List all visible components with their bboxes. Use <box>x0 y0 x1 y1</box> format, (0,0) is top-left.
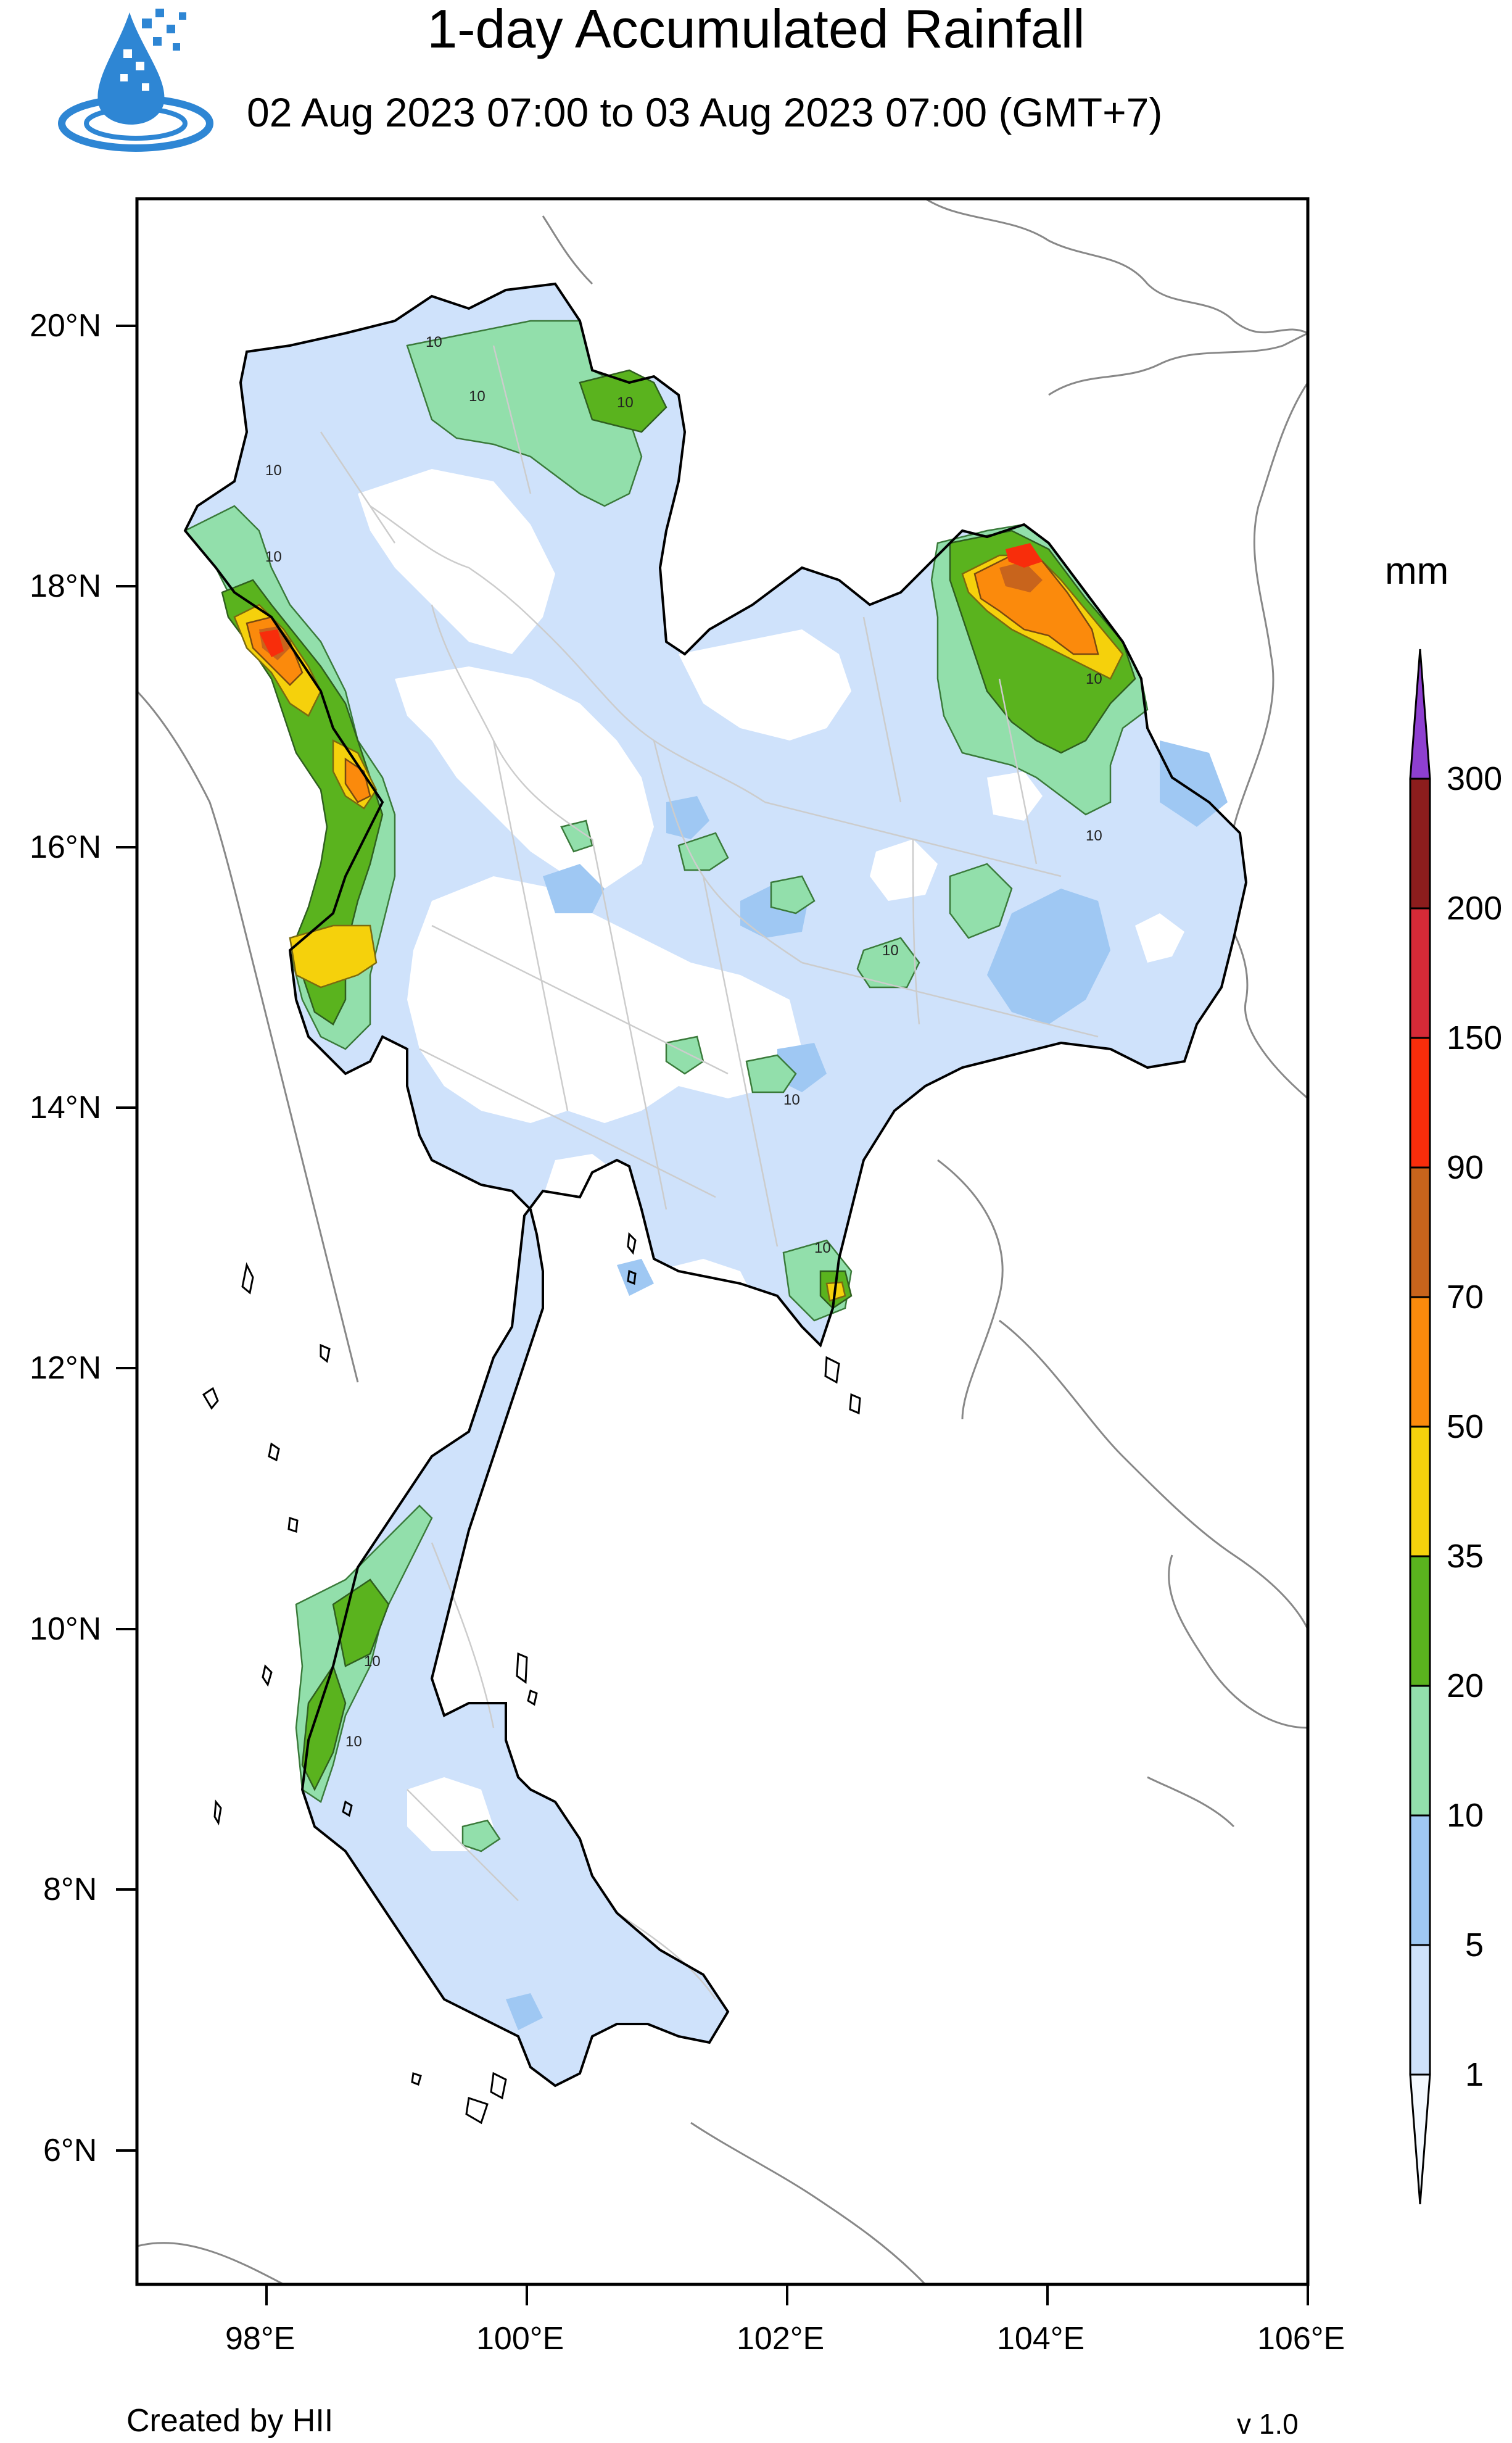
lat-label: 14°N <box>30 1090 102 1126</box>
contour-label: 10 <box>1086 827 1102 844</box>
lon-label: 100°E <box>476 2321 564 2357</box>
lat-label: 10°N <box>30 1611 102 1647</box>
lat-label: 12°N <box>30 1350 102 1386</box>
province-boundaries <box>320 345 1099 2000</box>
neighbor-borders <box>137 199 1308 2284</box>
contour-label: 10 <box>265 549 282 565</box>
lon-label: 106°E <box>1257 2321 1345 2357</box>
colorbar-label: 200 <box>1447 890 1503 927</box>
version-text: v 1.0 <box>1237 2408 1299 2440</box>
water-drop-icon <box>58 9 213 152</box>
contour-label: 10 <box>364 1653 381 1670</box>
colorbar-label: 1 <box>1465 2056 1484 2093</box>
contour-label: 10 <box>469 388 485 405</box>
thailand-rain-base <box>185 284 1246 2086</box>
colorbar-label: 300 <box>1447 760 1503 797</box>
contour-label: 10 <box>426 334 442 350</box>
lon-label: 98°E <box>225 2321 295 2357</box>
contour-label: 10 <box>814 1240 831 1256</box>
lon-label: 102°E <box>737 2321 825 2357</box>
colorbar-label: 10 <box>1447 1797 1484 1834</box>
colorbar <box>1409 649 1431 2205</box>
map-subtitle: 02 Aug 2023 07:00 to 03 Aug 2023 07:00 (… <box>247 89 1163 135</box>
map-frame <box>135 197 1310 2286</box>
contour-label: 10 <box>783 1092 800 1108</box>
lat-label: 20°N <box>30 308 102 344</box>
lat-label: 6°N <box>43 2133 97 2168</box>
lat-ticks <box>116 325 137 2152</box>
lon-label: 104°E <box>997 2321 1085 2357</box>
contour-label: 10 <box>617 394 634 411</box>
lon-ticks <box>265 2284 1309 2305</box>
lat-label: 18°N <box>30 568 102 604</box>
contour-labels: 10 10 10 10 10 10 10 10 10 10 10 10 <box>265 334 1102 1750</box>
credit-text: Created by HII <box>126 2403 334 2439</box>
contour-label: 10 <box>265 462 282 479</box>
map-title: 1-day Accumulated Rainfall <box>427 0 1085 59</box>
colorbar-label: 50 <box>1447 1408 1484 1445</box>
rain-90-150 <box>259 543 1043 657</box>
colorbar-label: 70 <box>1447 1279 1484 1316</box>
islands <box>202 1232 861 2125</box>
colorbar-label: 20 <box>1447 1667 1484 1704</box>
lat-label: 8°N <box>43 1872 97 1907</box>
contour-label: 10 <box>345 1733 362 1750</box>
colorbar-label: 150 <box>1447 1019 1503 1056</box>
lat-label: 16°N <box>30 829 102 865</box>
colorbar-unit: mm <box>1385 550 1449 592</box>
contour-label: 10 <box>882 942 899 959</box>
thailand-coastline <box>183 282 1248 2088</box>
contour-label: 10 <box>1086 671 1102 687</box>
colorbar-label: 90 <box>1447 1149 1484 1186</box>
colorbar-label: 5 <box>1465 1927 1484 1964</box>
colorbar-label: 35 <box>1447 1538 1484 1575</box>
